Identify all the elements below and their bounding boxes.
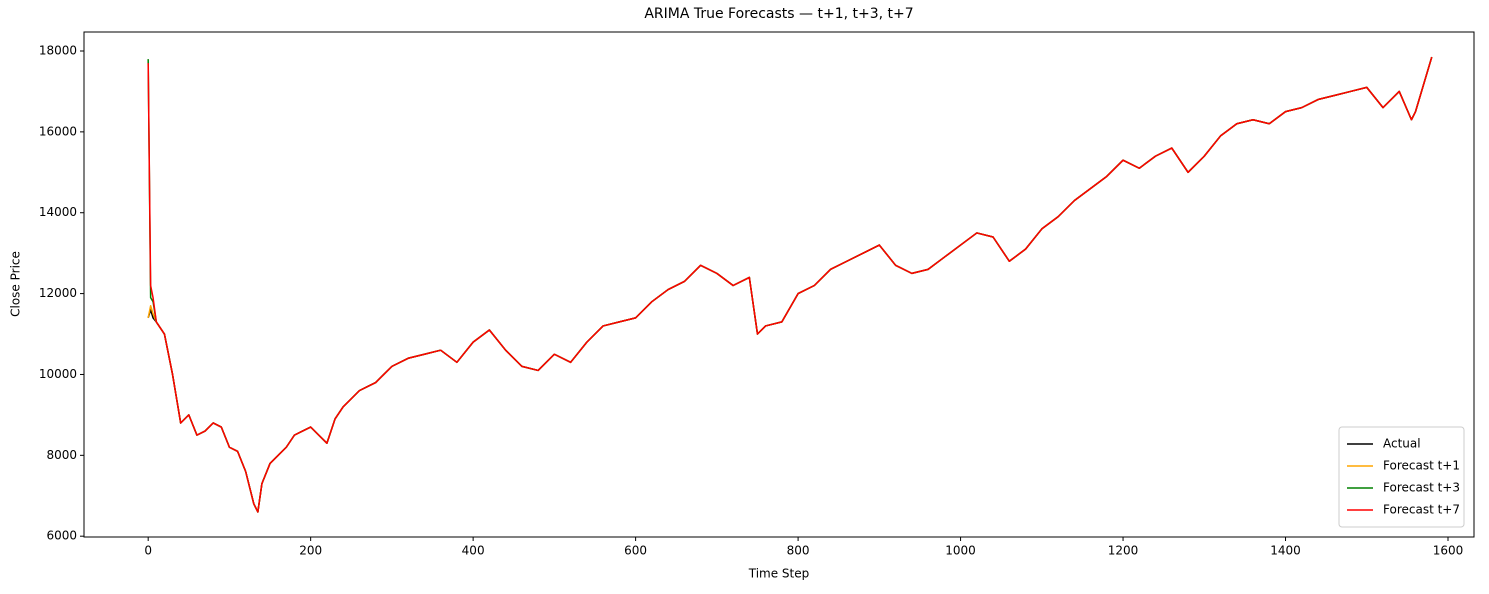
series-line xyxy=(147,56,1433,513)
y-tick-label: 18000 xyxy=(39,44,77,58)
series-line xyxy=(147,56,1433,513)
legend-label: Forecast t+3 xyxy=(1383,481,1460,495)
y-axis-label: Close Price xyxy=(9,251,23,317)
x-tick-label: 1600 xyxy=(1433,544,1464,558)
x-tick-label: 1200 xyxy=(1108,544,1139,558)
legend-label: Actual xyxy=(1383,437,1421,451)
x-tick-label: 400 xyxy=(462,544,485,558)
series-line xyxy=(147,56,1433,513)
legend-label: Forecast t+1 xyxy=(1383,459,1460,473)
y-tick-label: 14000 xyxy=(39,205,77,219)
x-tick-label: 600 xyxy=(624,544,647,558)
chart-title: ARIMA True Forecasts — t+1, t+3, t+7 xyxy=(644,6,913,22)
x-tick-label: 0 xyxy=(144,544,152,558)
x-axis-label: Time Step xyxy=(748,567,810,581)
plot-frame xyxy=(83,31,1475,538)
y-tick-label: 12000 xyxy=(39,286,77,300)
x-tick-label: 800 xyxy=(787,544,810,558)
legend-label: Forecast t+7 xyxy=(1383,503,1460,517)
legend-box xyxy=(1338,426,1465,528)
y-tick-label: 16000 xyxy=(39,124,77,138)
y-tick-label: 6000 xyxy=(46,529,77,543)
series-line xyxy=(147,56,1433,513)
y-tick-label: 8000 xyxy=(46,448,77,462)
x-tick-label: 1400 xyxy=(1270,544,1301,558)
x-tick-label: 1000 xyxy=(945,544,976,558)
x-tick-label: 200 xyxy=(299,544,322,558)
y-tick-label: 10000 xyxy=(39,367,77,381)
